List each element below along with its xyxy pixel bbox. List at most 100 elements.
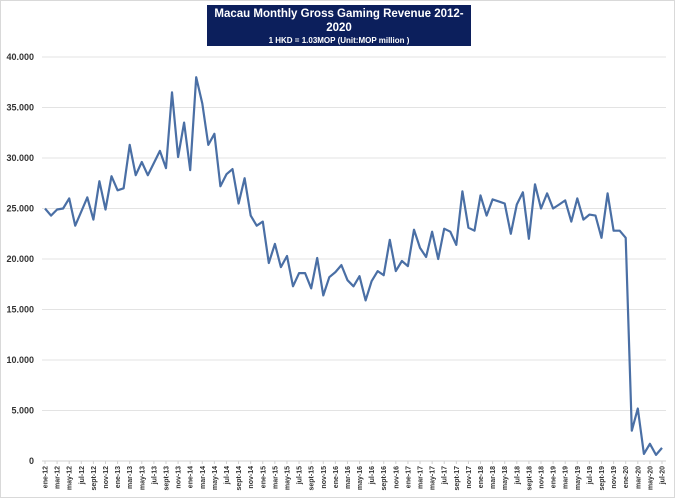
chart-subtitle: 1 HKD = 1.03MOP (Unit:MOP million ) xyxy=(268,36,410,45)
data-point xyxy=(383,274,385,276)
data-point xyxy=(582,219,584,221)
data-point xyxy=(322,294,324,296)
data-point xyxy=(328,276,330,278)
x-tick-label: sept-12 xyxy=(91,466,98,491)
data-point xyxy=(250,215,252,217)
x-tick-label: jul-16 xyxy=(369,466,376,485)
data-point xyxy=(268,262,270,264)
data-point xyxy=(123,187,125,189)
x-tick-label: sept-17 xyxy=(454,466,461,491)
data-point xyxy=(153,162,155,164)
data-point xyxy=(395,270,397,272)
x-tick-label: ene-15 xyxy=(260,466,267,488)
data-point xyxy=(135,174,137,176)
x-tick-label: nov-16 xyxy=(393,466,400,489)
data-point xyxy=(334,271,336,273)
data-point xyxy=(425,256,427,258)
data-point xyxy=(280,266,282,268)
data-point xyxy=(552,208,554,210)
data-point xyxy=(486,215,488,217)
data-point xyxy=(298,272,300,274)
x-tick-label: jul-20 xyxy=(660,466,667,485)
data-point xyxy=(455,244,457,246)
data-point xyxy=(177,156,179,158)
x-tick-label: nov-19 xyxy=(611,466,618,489)
y-tick-label: 5.000 xyxy=(11,406,34,416)
data-point xyxy=(594,215,596,217)
data-point xyxy=(219,185,221,187)
data-point xyxy=(625,237,627,239)
data-point xyxy=(104,209,106,211)
x-tick-label: mar-19 xyxy=(563,466,570,489)
data-point xyxy=(159,150,161,152)
x-tick-label: nov-15 xyxy=(321,466,328,489)
data-point xyxy=(570,221,572,223)
data-point xyxy=(225,173,227,175)
data-point xyxy=(588,214,590,216)
y-tick-label: 10.000 xyxy=(6,355,34,365)
x-tick-label: sept-15 xyxy=(309,466,316,491)
data-point xyxy=(232,168,234,170)
x-tick-label: sept-19 xyxy=(599,466,606,491)
x-tick-label: mar-17 xyxy=(418,466,425,489)
data-point xyxy=(389,239,391,241)
data-point xyxy=(437,258,439,260)
data-point xyxy=(183,122,185,124)
y-tick-label: 25.000 xyxy=(6,204,34,214)
x-tick-label: may-18 xyxy=(502,466,509,490)
x-tick-label: mar-12 xyxy=(55,466,62,489)
x-tick-label: may-15 xyxy=(284,466,291,490)
data-point xyxy=(504,202,506,204)
x-tick-label: sept-18 xyxy=(526,466,533,491)
y-tick-label: 30.000 xyxy=(6,153,34,163)
data-point xyxy=(401,260,403,262)
x-tick-label: may-17 xyxy=(430,466,437,490)
data-point xyxy=(419,247,421,249)
data-point xyxy=(165,167,167,169)
data-point xyxy=(147,174,149,176)
data-point xyxy=(213,133,215,135)
y-tick-label: 15.000 xyxy=(6,305,34,315)
x-tick-label: mar-18 xyxy=(490,466,497,489)
data-point xyxy=(244,177,246,179)
data-point xyxy=(340,264,342,266)
data-point xyxy=(413,229,415,231)
data-point xyxy=(655,454,657,456)
data-point xyxy=(510,233,512,235)
data-point xyxy=(80,211,82,213)
x-tick-label: sept-14 xyxy=(236,466,243,491)
data-point xyxy=(111,175,113,177)
x-tick-label: ene-12 xyxy=(43,466,50,488)
x-tick-label: mar-14 xyxy=(200,466,207,489)
data-point xyxy=(473,230,475,232)
y-axis-tick-labels: 0 5.000 10.000 15.000 20.000 25.000 30.000 35.0… xyxy=(6,52,34,466)
x-tick-label: mar-13 xyxy=(127,466,134,489)
data-point xyxy=(310,287,312,289)
y-tick-label: 40.000 xyxy=(6,52,34,62)
x-tick-label: may-16 xyxy=(357,466,364,490)
data-point xyxy=(92,219,94,221)
x-tick-label: ene-18 xyxy=(478,466,485,488)
data-point xyxy=(353,285,355,287)
x-tick-label: jul-18 xyxy=(514,466,521,485)
data-point xyxy=(195,76,197,78)
x-tick-label: ene-16 xyxy=(333,466,340,488)
data-point xyxy=(461,190,463,192)
data-point xyxy=(443,228,445,230)
x-tick-label: mar-20 xyxy=(635,466,642,489)
x-tick-label: nov-18 xyxy=(539,466,546,489)
data-point xyxy=(371,280,373,282)
data-point xyxy=(286,255,288,257)
x-tick-label: nov-12 xyxy=(103,466,110,489)
x-tick-label: may-12 xyxy=(67,466,74,490)
data-point xyxy=(601,237,603,239)
data-point xyxy=(86,196,88,198)
chart-source: Source: Gaming Inspection and Coordinati… xyxy=(237,47,441,56)
data-point xyxy=(492,198,494,200)
data-point xyxy=(649,443,651,445)
x-tick-label: mar-16 xyxy=(345,466,352,489)
data-point xyxy=(189,169,191,171)
data-point xyxy=(619,230,621,232)
data-point xyxy=(304,272,306,274)
x-tick-label: may-14 xyxy=(212,466,219,490)
